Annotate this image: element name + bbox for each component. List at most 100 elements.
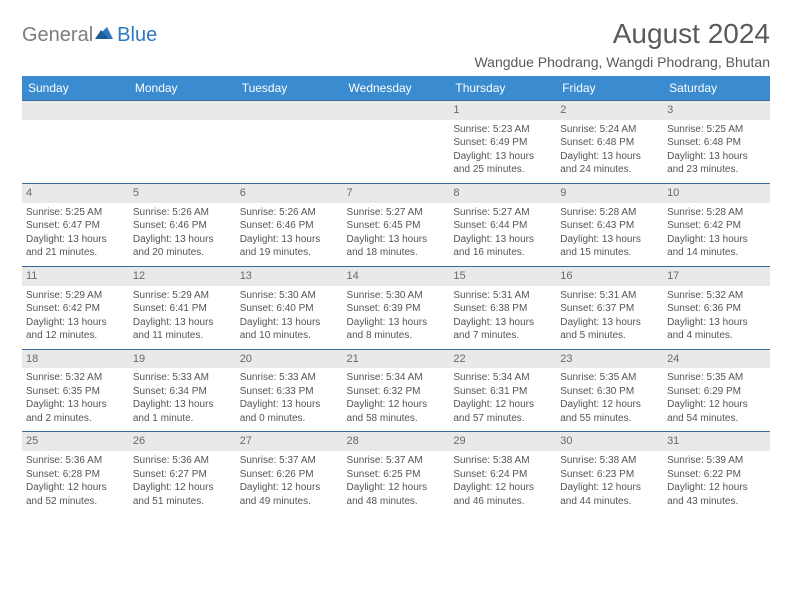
day-number: 21: [343, 350, 450, 369]
day-cell: 11 Sunrise: 5:29 AMSunset: 6:42 PMDayligh…: [22, 266, 129, 349]
daylight-text: Daylight: 12 hours and 46 minutes.: [453, 481, 552, 508]
daylight-text: Daylight: 13 hours and 11 minutes.: [133, 316, 232, 343]
day-cell: 13Sunrise: 5:30 AMSunset: 6:40 PMDayligh…: [236, 266, 343, 349]
sunrise-text: Sunrise: 5:25 AM: [667, 123, 766, 137]
sunrise-text: Sunrise: 5:27 AM: [453, 206, 552, 220]
day-number: 26: [129, 432, 236, 451]
daylight-text: Daylight: 13 hours and 4 minutes.: [667, 316, 766, 343]
day-number: 8: [449, 184, 556, 203]
day-number: 29: [449, 432, 556, 451]
sunrise-text: Sunrise: 5:32 AM: [667, 289, 766, 303]
sunset-text: Sunset: 6:42 PM: [26, 302, 125, 316]
day-cell: 5Sunrise: 5:26 AMSunset: 6:46 PMDaylight…: [129, 183, 236, 266]
sunset-text: Sunset: 6:32 PM: [347, 385, 446, 399]
sunset-text: Sunset: 6:30 PM: [560, 385, 659, 399]
daylight-text: Daylight: 13 hours and 19 minutes.: [240, 233, 339, 260]
day-cell: [22, 101, 129, 184]
brand-logo: General Blue: [22, 18, 157, 47]
day-number: 1: [449, 101, 556, 120]
week-row: 18Sunrise: 5:32 AMSunset: 6:35 PMDayligh…: [22, 349, 770, 432]
sunset-text: Sunset: 6:46 PM: [240, 219, 339, 233]
day-cell: 14 Sunrise: 5:30 AMSunset: 6:39 PMDayligh…: [343, 266, 450, 349]
day-cell: 16Sunrise: 5:31 AMSunset: 6:37 PMDayligh…: [556, 266, 663, 349]
sunset-text: Sunset: 6:40 PM: [240, 302, 339, 316]
daylight-text: Daylight: 13 hours and 14 minutes.: [667, 233, 766, 260]
day-cell: 12Sunrise: 5:29 AMSunset: 6:41 PMDayligh…: [129, 266, 236, 349]
day-number: 11: [22, 267, 129, 286]
daylight-text: Daylight: 12 hours and 51 minutes.: [133, 481, 232, 508]
calendar-table: Sunday Monday Tuesday Wednesday Thursday…: [22, 76, 770, 514]
sunset-text: Sunset: 6:39 PM: [347, 302, 446, 316]
daylight-text: Daylight: 13 hours and 0 minutes.: [240, 398, 339, 425]
day-number: 14: [343, 267, 450, 286]
sunrise-text: Sunrise: 5:38 AM: [453, 454, 552, 468]
sunrise-text: Sunrise: 5:34 AM: [347, 371, 446, 385]
dow-mon: Monday: [129, 76, 236, 101]
sunrise-text: Sunrise: 5:33 AM: [133, 371, 232, 385]
day-cell: 19Sunrise: 5:33 AMSunset: 6:34 PMDayligh…: [129, 349, 236, 432]
sunrise-text: Sunrise: 5:29 AM: [26, 289, 125, 303]
day-cell: 10Sunrise: 5:28 AMSunset: 6:42 PMDayligh…: [663, 183, 770, 266]
sunset-text: Sunset: 6:44 PM: [453, 219, 552, 233]
daylight-text: Daylight: 12 hours and 48 minutes.: [347, 481, 446, 508]
day-number: 2: [556, 101, 663, 120]
daylight-text: Daylight: 13 hours and 12 minutes.: [26, 316, 125, 343]
daylight-text: Daylight: 13 hours and 25 minutes.: [453, 150, 552, 177]
daylight-text: Daylight: 12 hours and 44 minutes.: [560, 481, 659, 508]
day-number: 27: [236, 432, 343, 451]
day-number: 28: [343, 432, 450, 451]
sunset-text: Sunset: 6:38 PM: [453, 302, 552, 316]
day-cell: 4Sunrise: 5:25 AMSunset: 6:47 PMDaylight…: [22, 183, 129, 266]
day-cell: 1Sunrise: 5:23 AMSunset: 6:49 PMDaylight…: [449, 101, 556, 184]
sunset-text: Sunset: 6:34 PM: [133, 385, 232, 399]
sunset-text: Sunset: 6:45 PM: [347, 219, 446, 233]
sunset-text: Sunset: 6:33 PM: [240, 385, 339, 399]
day-cell: 29Sunrise: 5:38 AMSunset: 6:24 PMDayligh…: [449, 432, 556, 514]
sunrise-text: Sunrise: 5:30 AM: [240, 289, 339, 303]
daylight-text: Daylight: 13 hours and 8 minutes.: [347, 316, 446, 343]
day-number: 24: [663, 350, 770, 369]
day-number: 6: [236, 184, 343, 203]
daylight-text: Daylight: 12 hours and 52 minutes.: [26, 481, 125, 508]
day-cell: 28Sunrise: 5:37 AMSunset: 6:25 PMDayligh…: [343, 432, 450, 514]
day-cell: 24Sunrise: 5:35 AMSunset: 6:29 PMDayligh…: [663, 349, 770, 432]
day-number: 12: [129, 267, 236, 286]
day-number: [236, 101, 343, 120]
day-number: 31: [663, 432, 770, 451]
sunset-text: Sunset: 6:29 PM: [667, 385, 766, 399]
sunset-text: Sunset: 6:31 PM: [453, 385, 552, 399]
header-right: August 2024 Wangdue Phodrang, Wangdi Pho…: [474, 18, 770, 70]
week-row: 4Sunrise: 5:25 AMSunset: 6:47 PMDaylight…: [22, 183, 770, 266]
day-cell: 3Sunrise: 5:25 AMSunset: 6:48 PMDaylight…: [663, 101, 770, 184]
sunset-text: Sunset: 6:22 PM: [667, 468, 766, 482]
daylight-text: Daylight: 12 hours and 49 minutes.: [240, 481, 339, 508]
day-cell: 2Sunrise: 5:24 AMSunset: 6:48 PMDaylight…: [556, 101, 663, 184]
day-number: 25: [22, 432, 129, 451]
day-cell: 30Sunrise: 5:38 AMSunset: 6:23 PMDayligh…: [556, 432, 663, 514]
day-number: 16: [556, 267, 663, 286]
day-cell: 20Sunrise: 5:33 AMSunset: 6:33 PMDayligh…: [236, 349, 343, 432]
week-row: 1Sunrise: 5:23 AMSunset: 6:49 PMDaylight…: [22, 101, 770, 184]
day-number: 30: [556, 432, 663, 451]
sunset-text: Sunset: 6:42 PM: [667, 219, 766, 233]
sunrise-text: Sunrise: 5:30 AM: [347, 289, 446, 303]
sunset-text: Sunset: 6:49 PM: [453, 136, 552, 150]
dow-sat: Saturday: [663, 76, 770, 101]
sunset-text: Sunset: 6:48 PM: [560, 136, 659, 150]
header: General Blue August 2024 Wangdue Phodran…: [22, 18, 770, 70]
daylight-text: Daylight: 13 hours and 21 minutes.: [26, 233, 125, 260]
sunrise-text: Sunrise: 5:27 AM: [347, 206, 446, 220]
sunset-text: Sunset: 6:47 PM: [26, 219, 125, 233]
daylight-text: Daylight: 12 hours and 58 minutes.: [347, 398, 446, 425]
day-number: 9: [556, 184, 663, 203]
daylight-text: Daylight: 12 hours and 57 minutes.: [453, 398, 552, 425]
sunrise-text: Sunrise: 5:39 AM: [667, 454, 766, 468]
day-number: 23: [556, 350, 663, 369]
sunrise-text: Sunrise: 5:24 AM: [560, 123, 659, 137]
brand-text-1: General: [22, 24, 93, 47]
dow-thu: Thursday: [449, 76, 556, 101]
day-number: 10: [663, 184, 770, 203]
day-cell: 21 Sunrise: 5:34 AMSunset: 6:32 PMDayligh…: [343, 349, 450, 432]
day-number: [22, 101, 129, 120]
sunrise-text: Sunrise: 5:37 AM: [240, 454, 339, 468]
